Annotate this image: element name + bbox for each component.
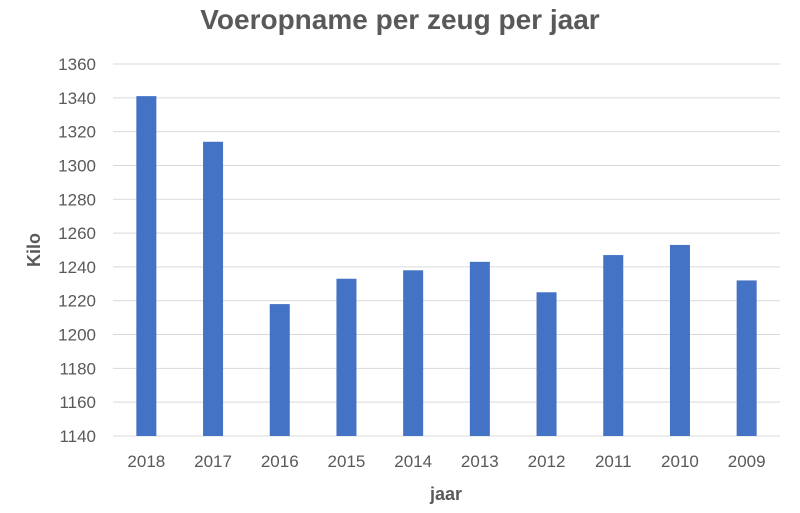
chart-title: Voeropname per zeug per jaar	[200, 4, 600, 35]
gridlines	[113, 63, 780, 437]
bar-2016	[269, 304, 290, 436]
y-axis-ticks: 1140 1160 1180 1200 1220 1240 1260 1280 1300 1320…	[58, 55, 96, 446]
x-tick-label: 2017	[194, 452, 232, 471]
y-tick-label: 1300	[58, 156, 96, 175]
bar-2011	[603, 255, 624, 436]
y-tick-label: 1180	[59, 359, 96, 378]
y-tick-label: 1320	[58, 123, 96, 142]
x-tick-label: 2009	[728, 452, 766, 471]
x-tick-label: 2011	[595, 452, 632, 471]
y-tick-label: 1160	[59, 393, 96, 412]
x-tick-label: 2012	[528, 452, 566, 471]
bar-2014	[403, 270, 424, 436]
y-tick-label: 1260	[58, 224, 96, 243]
x-tick-label: 2013	[461, 452, 499, 471]
y-tick-label: 1360	[58, 55, 96, 74]
y-tick-label: 1340	[58, 89, 96, 108]
x-axis-title: jaar	[429, 484, 462, 504]
x-tick-label: 2018	[127, 452, 165, 471]
y-tick-label: 1220	[58, 292, 96, 311]
bar-2013	[469, 261, 490, 436]
bar-2012	[536, 292, 557, 436]
bar-2009	[736, 280, 757, 436]
bar-2015	[336, 278, 357, 436]
x-tick-label: 2015	[328, 452, 366, 471]
x-tick-label: 2010	[661, 452, 699, 471]
bar-2017	[203, 141, 224, 437]
bar-2010	[669, 244, 690, 436]
y-tick-label: 1140	[59, 427, 96, 446]
y-axis-title: Kilo	[24, 233, 44, 267]
y-tick-label: 1240	[58, 258, 96, 277]
x-tick-label: 2016	[261, 452, 299, 471]
x-tick-label: 2014	[394, 452, 432, 471]
bars	[136, 96, 757, 437]
x-axis-ticks: 2018 2017 2016 2015 2014 2013 2012 2011 2010 2009	[127, 452, 765, 471]
bar-2018	[136, 96, 157, 437]
y-tick-label: 1200	[58, 326, 96, 345]
y-tick-label: 1280	[58, 190, 96, 209]
